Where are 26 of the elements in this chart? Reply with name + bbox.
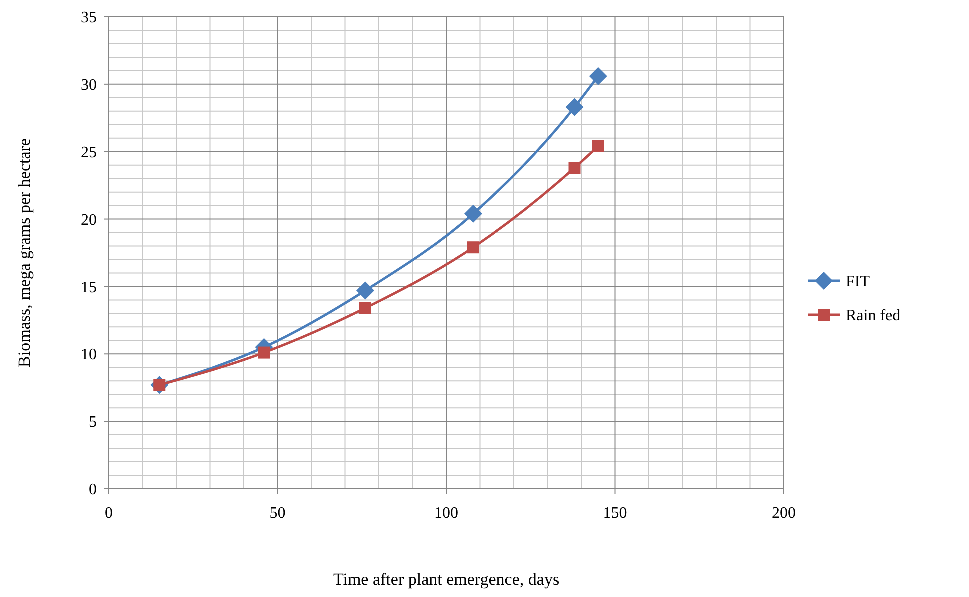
point — [464, 204, 482, 223]
point — [592, 140, 604, 152]
point — [589, 67, 608, 86]
x-axis-title: Time after plant emergence, days — [333, 570, 560, 589]
y-tick-label: 5 — [89, 414, 97, 432]
y-tick-label: 30 — [81, 77, 97, 94]
legend-label: FIT — [846, 274, 870, 291]
y-tick-label: 15 — [81, 279, 97, 296]
y-tick-label: 10 — [81, 346, 97, 364]
point — [258, 346, 270, 359]
x-tick-label: 50 — [270, 505, 286, 522]
y-axis-title: Biomass, mega grams per hectare — [15, 138, 34, 368]
point — [568, 162, 581, 174]
point — [468, 242, 480, 254]
legend-label: Rain fed — [846, 308, 901, 325]
x-tick-label: 200 — [772, 505, 796, 522]
x-tick-label: 0 — [105, 505, 113, 522]
x-tick-label: 100 — [434, 505, 458, 522]
y-tick-label: 35 — [81, 10, 97, 27]
point — [566, 98, 584, 116]
point — [360, 302, 372, 314]
y-tick-label: 0 — [89, 482, 97, 499]
x-tick-label: 150 — [603, 505, 628, 522]
point — [356, 282, 374, 300]
y-tick-label: 25 — [81, 144, 97, 162]
y-tick-label: 20 — [81, 212, 97, 229]
